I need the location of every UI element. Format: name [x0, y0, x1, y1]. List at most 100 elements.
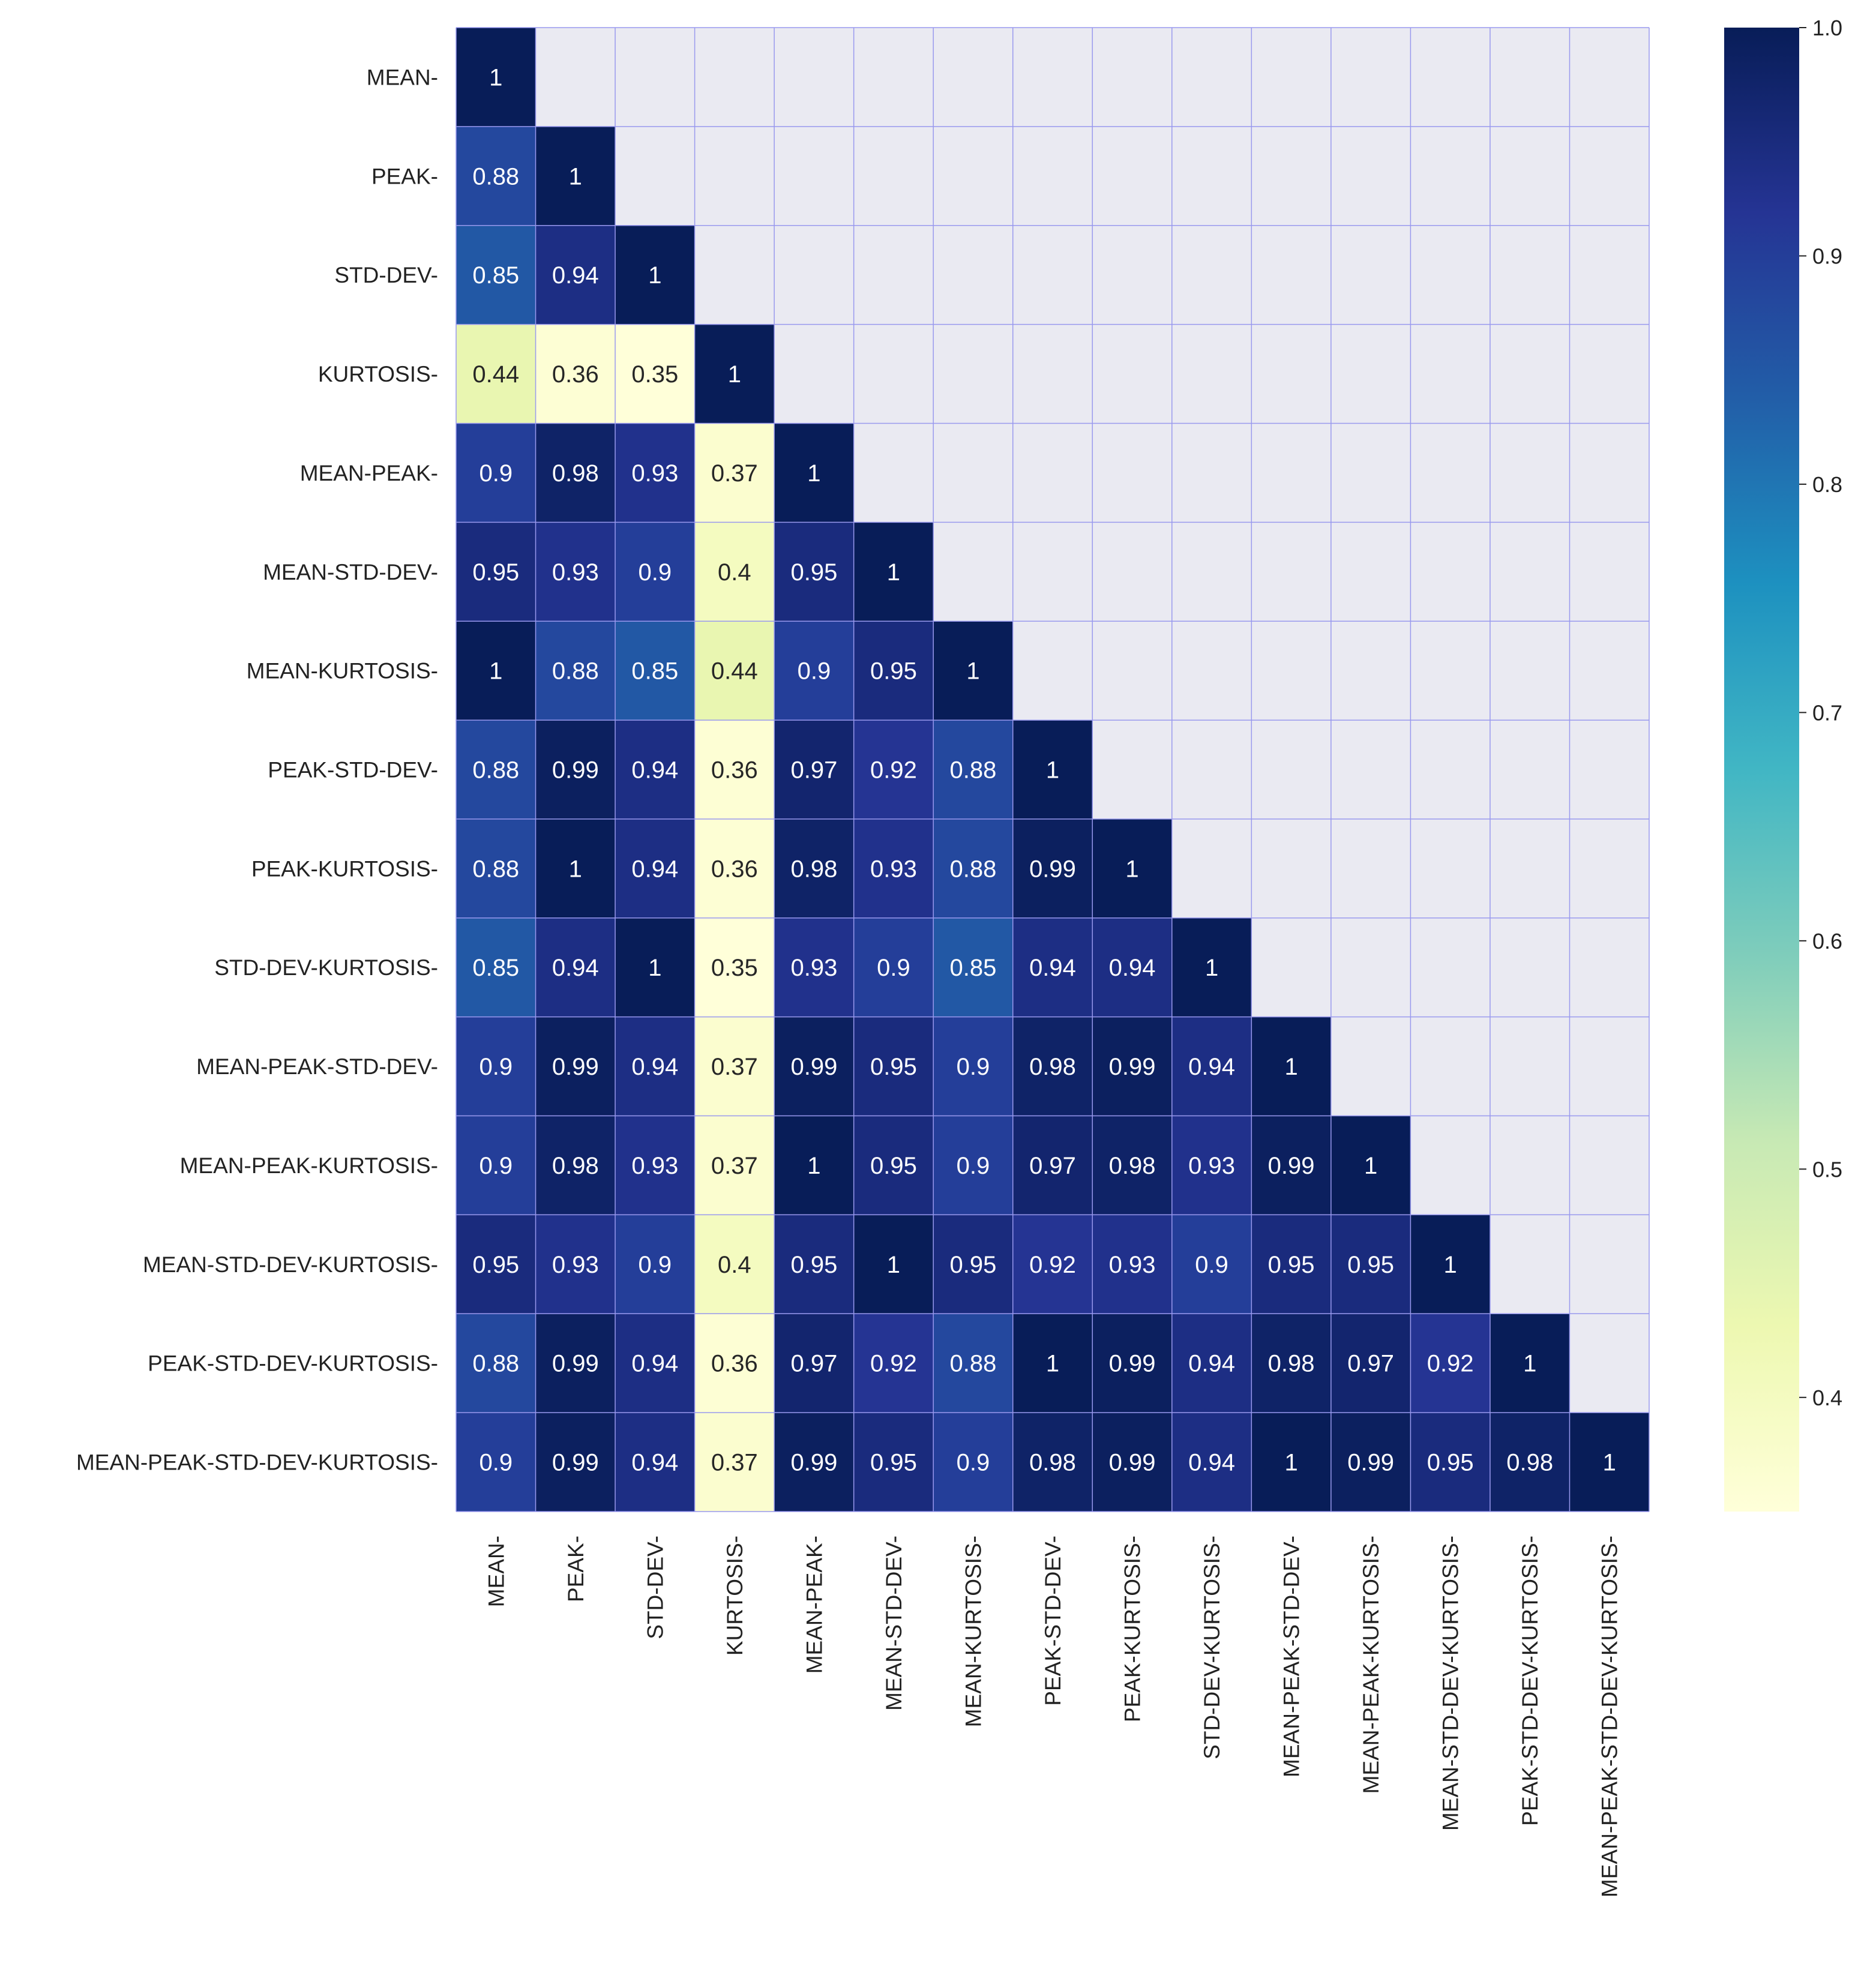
heatmap-cells: 1 0.88 1 0.85 0.94 1 0.44 0.36 0.35 1 0.9 0.98 0.93 0…	[456, 28, 1649, 1512]
cell-value-r4-c2: 0.93	[631, 460, 678, 487]
heatmap-cell-r10-c5	[853, 1017, 934, 1116]
heatmap-cell-r11-c2	[615, 1116, 695, 1215]
cell-value-r8-c8: 1	[1125, 856, 1138, 882]
heatmap-cell-r11-c9	[1171, 1116, 1252, 1215]
y-tick-label: MEAN-STD-DEV-	[263, 560, 438, 584]
heatmap-cell-r6-c3	[694, 621, 775, 721]
heatmap-cell-r14-c1	[535, 1413, 616, 1512]
masked-cell-r2-c8	[1092, 225, 1172, 325]
masked-cell-r5-c12	[1410, 522, 1490, 622]
heatmap-cell-r14-c10	[1251, 1413, 1331, 1512]
cell-value-r3-c0: 0.44	[472, 361, 519, 388]
cell-value-r9-c9: 1	[1205, 955, 1218, 981]
cell-value-r12-c4: 0.95	[790, 1252, 837, 1278]
cell-value-r4-c1: 0.98	[552, 460, 599, 487]
heatmap-cell-r1-c0	[456, 126, 536, 226]
cell-value-r12-c7: 0.92	[1029, 1252, 1076, 1278]
heatmap-cell-r7-c4	[774, 720, 854, 819]
cell-value-r6-c6: 1	[966, 658, 979, 685]
x-tick-label: MEAN-PEAK-STD-DEV-	[1279, 1536, 1304, 1777]
heatmap-cell-r12-c10	[1251, 1215, 1331, 1314]
heatmap-cell-r13-c11	[1330, 1314, 1411, 1413]
heatmap-cell-r14-c9	[1171, 1413, 1252, 1512]
cell-value-r10-c8: 0.99	[1109, 1054, 1156, 1080]
heatmap-cell-r14-c5	[853, 1413, 934, 1512]
heatmap-cell-r9-c7	[1012, 917, 1093, 1017]
heatmap-cell-r8-c1	[535, 818, 616, 918]
heatmap-cell-r11-c5	[853, 1116, 934, 1215]
heatmap-cell-r11-c4	[774, 1116, 854, 1215]
heatmap-cell-r5-c3	[694, 522, 775, 622]
y-tick-label: MEAN-PEAK-KURTOSIS-	[180, 1153, 438, 1178]
heatmap-cell-r3-c2	[615, 324, 695, 424]
masked-cell-r0-c13	[1490, 28, 1570, 127]
cell-value-r14-c11: 0.99	[1347, 1450, 1394, 1476]
masked-cell-r0-c3	[694, 28, 775, 127]
cell-value-r14-c1: 0.99	[552, 1450, 599, 1476]
heatmap-cell-r7-c3	[694, 720, 775, 819]
heatmap-cell-r2-c0	[456, 225, 536, 325]
cell-value-r8-c6: 0.88	[950, 856, 997, 882]
cell-value-r12-c6: 0.95	[950, 1252, 997, 1278]
heatmap-cell-r14-c6	[933, 1413, 1013, 1512]
masked-cell-r0-c12	[1410, 28, 1490, 127]
masked-cell-r4-c9	[1171, 423, 1252, 523]
cell-value-r14-c6: 0.9	[957, 1450, 990, 1476]
heatmap-cell-r6-c1	[535, 621, 616, 721]
x-tick-label: MEAN-PEAK-	[802, 1536, 826, 1674]
cell-value-r11-c9: 0.93	[1188, 1153, 1235, 1179]
masked-cell-r3-c7	[1012, 324, 1093, 424]
cell-value-r9-c1: 0.94	[552, 955, 599, 981]
heatmap-cell-r14-c13	[1490, 1413, 1570, 1512]
x-tick-label: PEAK-STD-DEV-	[1041, 1536, 1065, 1706]
heatmap-cell-r13-c8	[1092, 1314, 1172, 1413]
cell-value-r13-c0: 0.88	[472, 1351, 519, 1377]
heatmap-cell-r12-c8	[1092, 1215, 1172, 1314]
masked-cell-r0-c14	[1569, 28, 1649, 127]
heatmap-cell-r13-c4	[774, 1314, 854, 1413]
heatmap-cell-r13-c2	[615, 1314, 695, 1413]
masked-cell-r0-c9	[1171, 28, 1252, 127]
y-tick-label: MEAN-	[367, 65, 438, 89]
masked-cell-r1-c6	[933, 126, 1013, 226]
cell-value-r9-c3: 0.35	[711, 955, 758, 981]
cell-value-r6-c5: 0.95	[870, 658, 917, 685]
masked-cell-r4-c10	[1251, 423, 1331, 523]
cell-value-r2-c2: 1	[648, 262, 661, 289]
heatmap-grid	[455, 27, 1650, 1512]
heatmap-cell-r8-c2	[615, 818, 695, 918]
x-tick-label: MEAN-PEAK-STD-DEV-KURTOSIS-	[1598, 1536, 1622, 1897]
masked-cell-r5-c7	[1012, 522, 1093, 622]
cell-value-r14-c2: 0.94	[631, 1450, 678, 1476]
cell-value-r11-c11: 1	[1364, 1153, 1377, 1179]
heatmap-cell-r9-c6	[933, 917, 1013, 1017]
cell-value-r5-c2: 0.9	[639, 559, 672, 586]
cell-value-r13-c3: 0.36	[711, 1351, 758, 1377]
cell-value-r7-c7: 1	[1046, 757, 1059, 784]
cell-value-r12-c10: 0.95	[1268, 1252, 1315, 1278]
heatmap-cell-r3-c3	[694, 324, 775, 424]
colorbar-tick-label: 0.5	[1812, 1157, 1842, 1182]
heatmap-cell-r10-c6	[933, 1017, 1013, 1116]
cell-value-r5-c3: 0.4	[718, 559, 751, 586]
heatmap-cell-r13-c6	[933, 1314, 1013, 1413]
masked-cell-r3-c5	[853, 324, 934, 424]
cell-value-r12-c5: 1	[887, 1252, 900, 1278]
heatmap-cell-r0-c0	[456, 28, 536, 127]
cell-value-r11-c6: 0.9	[957, 1153, 990, 1179]
cell-value-r9-c6: 0.85	[950, 955, 997, 981]
masked-cell-r3-c13	[1490, 324, 1570, 424]
cell-value-r3-c1: 0.36	[552, 361, 599, 388]
masked-cell-r10-c13	[1490, 1017, 1570, 1116]
heatmap-cell-r13-c1	[535, 1314, 616, 1413]
y-tick-label: MEAN-PEAK-STD-DEV-	[196, 1054, 438, 1079]
cell-value-r7-c0: 0.88	[472, 757, 519, 784]
cell-value-r11-c8: 0.98	[1109, 1153, 1156, 1179]
masked-cell-r2-c14	[1569, 225, 1649, 325]
cell-value-r8-c5: 0.93	[870, 856, 917, 882]
masked-cell-r7-c8	[1092, 720, 1172, 819]
cell-value-r5-c1: 0.93	[552, 559, 599, 586]
y-tick-label: MEAN-STD-DEV-KURTOSIS-	[143, 1252, 438, 1277]
masked-cell-r11-c13	[1490, 1116, 1570, 1215]
cell-value-r12-c0: 0.95	[472, 1252, 519, 1278]
